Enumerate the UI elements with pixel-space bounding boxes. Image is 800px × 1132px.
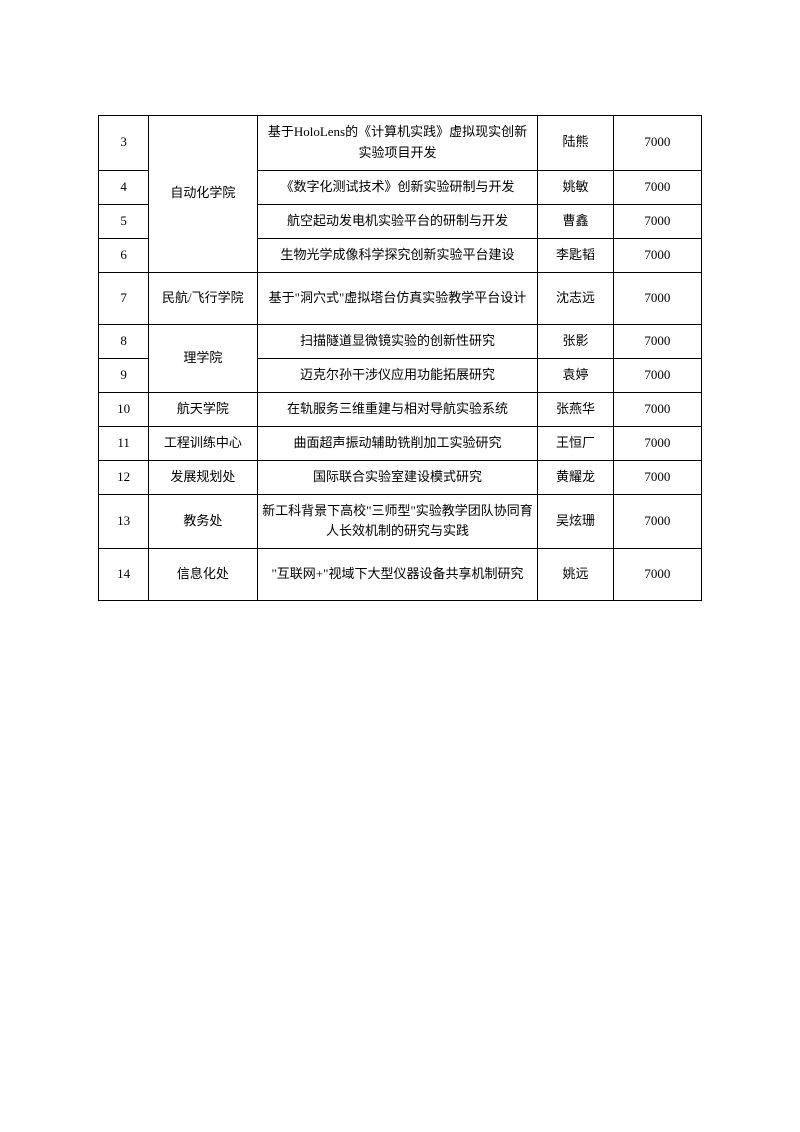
cell-num: 14	[99, 549, 149, 601]
cell-title: 迈克尔孙干涉仪应用功能拓展研究	[257, 358, 538, 392]
cell-name: 张燕华	[538, 392, 613, 426]
cell-num: 13	[99, 494, 149, 549]
cell-name: 袁婷	[538, 358, 613, 392]
table-row: 13教务处新工科背景下高校"三师型"实验教学团队协同育人长效机制的研究与实践吴炫…	[99, 494, 702, 549]
cell-amount: 7000	[613, 204, 701, 238]
cell-dept: 工程训练中心	[149, 426, 257, 460]
cell-amount: 7000	[613, 170, 701, 204]
cell-name: 王恒厂	[538, 426, 613, 460]
cell-amount: 7000	[613, 238, 701, 272]
cell-dept: 理学院	[149, 324, 257, 392]
table-row: 14信息化处"互联网+"视域下大型仪器设备共享机制研究姚远7000	[99, 549, 702, 601]
cell-amount: 7000	[613, 392, 701, 426]
cell-num: 5	[99, 204, 149, 238]
cell-dept: 教务处	[149, 494, 257, 549]
cell-amount: 7000	[613, 549, 701, 601]
cell-title: 新工科背景下高校"三师型"实验教学团队协同育人长效机制的研究与实践	[257, 494, 538, 549]
cell-dept: 发展规划处	[149, 460, 257, 494]
table-body: 3自动化学院基于HoloLens的《计算机实践》虚拟现实创新实验项目开发陆熊70…	[99, 116, 702, 601]
cell-title: 在轨服务三维重建与相对导航实验系统	[257, 392, 538, 426]
cell-num: 4	[99, 170, 149, 204]
cell-title: 基于HoloLens的《计算机实践》虚拟现实创新实验项目开发	[257, 116, 538, 171]
cell-num: 12	[99, 460, 149, 494]
cell-title: 曲面超声振动辅助铣削加工实验研究	[257, 426, 538, 460]
cell-name: 曹鑫	[538, 204, 613, 238]
cell-name: 张影	[538, 324, 613, 358]
cell-title: "互联网+"视域下大型仪器设备共享机制研究	[257, 549, 538, 601]
cell-num: 7	[99, 272, 149, 324]
cell-title: 生物光学成像科学探究创新实验平台建设	[257, 238, 538, 272]
cell-name: 姚远	[538, 549, 613, 601]
cell-dept: 航天学院	[149, 392, 257, 426]
cell-title: 国际联合实验室建设模式研究	[257, 460, 538, 494]
cell-name: 李匙韬	[538, 238, 613, 272]
cell-amount: 7000	[613, 358, 701, 392]
cell-title: 航空起动发电机实验平台的研制与开发	[257, 204, 538, 238]
cell-dept: 民航/飞行学院	[149, 272, 257, 324]
table-row: 12发展规划处国际联合实验室建设模式研究黄耀龙7000	[99, 460, 702, 494]
cell-num: 3	[99, 116, 149, 171]
cell-amount: 7000	[613, 460, 701, 494]
table-row: 11工程训练中心曲面超声振动辅助铣削加工实验研究王恒厂7000	[99, 426, 702, 460]
cell-num: 8	[99, 324, 149, 358]
cell-dept: 信息化处	[149, 549, 257, 601]
cell-num: 9	[99, 358, 149, 392]
cell-num: 11	[99, 426, 149, 460]
table-row: 3自动化学院基于HoloLens的《计算机实践》虚拟现实创新实验项目开发陆熊70…	[99, 116, 702, 171]
cell-num: 10	[99, 392, 149, 426]
cell-amount: 7000	[613, 272, 701, 324]
cell-name: 吴炫珊	[538, 494, 613, 549]
table-row: 8理学院扫描隧道显微镜实验的创新性研究张影7000	[99, 324, 702, 358]
cell-dept: 自动化学院	[149, 116, 257, 273]
cell-title: 《数字化测试技术》创新实验研制与开发	[257, 170, 538, 204]
table-row: 10航天学院在轨服务三维重建与相对导航实验系统张燕华7000	[99, 392, 702, 426]
cell-num: 6	[99, 238, 149, 272]
cell-amount: 7000	[613, 116, 701, 171]
cell-amount: 7000	[613, 494, 701, 549]
cell-amount: 7000	[613, 324, 701, 358]
cell-name: 沈志远	[538, 272, 613, 324]
cell-name: 黄耀龙	[538, 460, 613, 494]
cell-title: 基于"洞穴式"虚拟塔台仿真实验教学平台设计	[257, 272, 538, 324]
cell-amount: 7000	[613, 426, 701, 460]
projects-table: 3自动化学院基于HoloLens的《计算机实践》虚拟现实创新实验项目开发陆熊70…	[98, 115, 702, 601]
cell-name: 姚敏	[538, 170, 613, 204]
cell-name: 陆熊	[538, 116, 613, 171]
table-row: 7民航/飞行学院基于"洞穴式"虚拟塔台仿真实验教学平台设计沈志远7000	[99, 272, 702, 324]
cell-title: 扫描隧道显微镜实验的创新性研究	[257, 324, 538, 358]
